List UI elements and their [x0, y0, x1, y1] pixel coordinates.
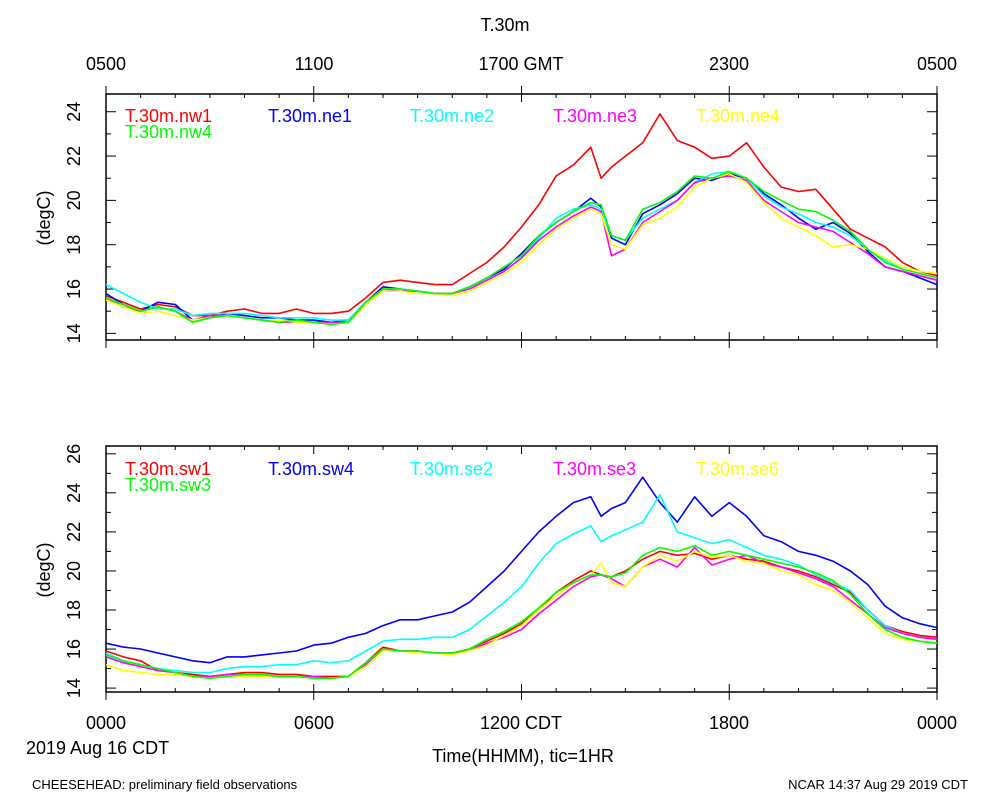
legend-entry-sw4: T.30m.sw4 [268, 459, 354, 479]
series-line-t-30m-sw4 [105, 476, 938, 664]
y-tick-label: 24 [64, 483, 84, 503]
legend-entry-se2: T.30m.se2 [410, 459, 493, 479]
series-line-t-30m-nw4 [105, 170, 938, 326]
y-tick-label: 24 [64, 102, 84, 122]
y-tick-label: 14 [64, 323, 84, 343]
gmt-tick-label: 2300 [709, 54, 749, 74]
y-tick-label: 18 [64, 235, 84, 255]
series-line-t-30m-ne1 [105, 173, 938, 324]
legend-entry-sw3: T.30m.sw3 [125, 475, 211, 495]
gmt-tick-label: 1700 GMT [478, 54, 563, 74]
series-line-t-30m-se3 [105, 546, 938, 680]
tick-marks [105, 86, 938, 700]
series-line-t-30m-se6 [105, 550, 938, 680]
series-line-t-30m-ne4 [105, 173, 938, 326]
series-line-t-30m-nw1 [105, 113, 938, 317]
date-label: 2019 Aug 16 CDT [26, 738, 169, 758]
gmt-tick-label: 1100 [295, 54, 334, 74]
legend-entry-ne2: T.30m.ne2 [410, 106, 494, 126]
legend-entry-nw4: T.30m.nw4 [125, 122, 212, 142]
y-tick-label: 22 [64, 146, 84, 166]
legend-entry-ne1: T.30m.ne1 [268, 106, 352, 126]
y-tick-label: 14 [64, 678, 84, 698]
legend-entry-se6: T.30m.se6 [696, 459, 779, 479]
y-tick-label: 20 [64, 190, 84, 210]
top-y-axis-title: (degC) [34, 190, 54, 245]
series-line-t-30m-ne2 [105, 170, 938, 321]
cdt-tick-label: 1200 CDT [480, 713, 562, 733]
top-panel-frame [105, 93, 938, 341]
y-tick-label: 16 [64, 639, 84, 659]
legend-entry-nw1: T.30m.nw1 [125, 106, 212, 126]
legend-entry-ne4: T.30m.ne4 [696, 106, 780, 126]
cdt-tick-label: 0000 [86, 713, 126, 733]
footer-right: NCAR 14:37 Aug 29 2019 CDT [788, 777, 968, 792]
legend-entry-ne3: T.30m.ne3 [553, 106, 637, 126]
legend-entry-se3: T.30m.se3 [553, 459, 636, 479]
bottom-panel-frame [105, 445, 938, 693]
series-line-t-30m-se2 [105, 493, 938, 674]
y-tick-label: 16 [64, 279, 84, 299]
chart-title: T.30m [480, 15, 529, 35]
legend-entry-sw1: T.30m.sw1 [125, 459, 211, 479]
series-lines [105, 113, 938, 680]
y-tick-label: 18 [64, 600, 84, 620]
y-tick-label: 20 [64, 561, 84, 581]
x-axis-title: Time(HHMM), tic=1HR [432, 746, 614, 766]
gmt-tick-label: 0500 [86, 54, 126, 74]
tick-labels: 14 16 18 20 22 24 14 16 18 20 22 24 26 [64, 102, 84, 698]
y-tick-label: 22 [64, 522, 84, 542]
gmt-tick-label: 0500 [917, 54, 957, 74]
footer-left: CHEESEHEAD: preliminary field observatio… [32, 777, 298, 792]
bottom-y-axis-title: (degC) [34, 542, 54, 597]
series-line-t-30m-ne3 [105, 175, 938, 324]
cdt-tick-label: 0000 [917, 713, 957, 733]
cdt-tick-label: 1800 [709, 713, 749, 733]
cdt-tick-label: 0600 [294, 713, 334, 733]
y-tick-label: 26 [64, 444, 84, 464]
series-line-t-30m-sw3 [105, 544, 938, 680]
